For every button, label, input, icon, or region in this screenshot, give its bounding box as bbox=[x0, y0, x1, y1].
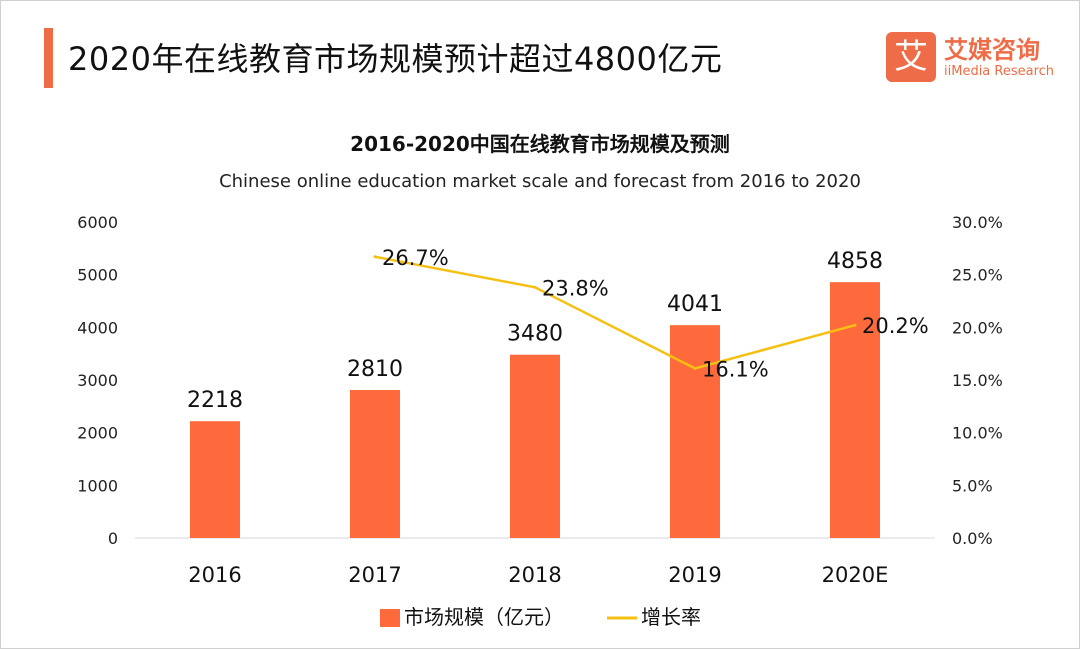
bar-data-label: 4858 bbox=[827, 249, 883, 274]
brand-name-en: iiMedia Research bbox=[944, 64, 1055, 79]
chart-subtitle: Chinese online education market scale an… bbox=[219, 171, 861, 192]
left-axis-tick-label: 2000 bbox=[77, 424, 118, 443]
x-axis-category-label: 2017 bbox=[348, 563, 401, 587]
bar-data-label: 2218 bbox=[187, 388, 243, 413]
brand-name-cn: 艾媒咨询 bbox=[944, 36, 1040, 64]
left-axis-tick-label: 3000 bbox=[77, 371, 118, 390]
x-axis-category-label: 2016 bbox=[188, 563, 241, 587]
line-data-label: 16.1% bbox=[702, 357, 769, 381]
title-accent-bar bbox=[44, 28, 53, 88]
right-axis-tick-label: 15.0% bbox=[952, 371, 1003, 390]
brand-logo-block: 艾 艾媒咨询 iiMedia Research bbox=[886, 30, 1066, 84]
bar-market-scale bbox=[350, 390, 400, 538]
legend-line-label: 增长率 bbox=[641, 605, 701, 629]
growth-rate-point bbox=[373, 255, 377, 259]
right-axis-tick-label: 10.0% bbox=[952, 424, 1003, 443]
growth-rate-point bbox=[533, 285, 537, 289]
left-axis-tick-label: 1000 bbox=[77, 476, 118, 495]
left-axis-tick-label: 5000 bbox=[77, 266, 118, 285]
bar-data-label: 2810 bbox=[347, 357, 403, 382]
right-axis-tick-label: 0.0% bbox=[952, 529, 993, 548]
legend-bar-label: 市场规模（亿元） bbox=[404, 605, 564, 629]
right-axis-tick-label: 5.0% bbox=[952, 476, 993, 495]
bar-market-scale bbox=[190, 421, 240, 538]
left-axis-tick-label: 4000 bbox=[77, 318, 118, 337]
x-axis-category-label: 2018 bbox=[508, 563, 561, 587]
page-title: 2020年在线教育市场规模预计超过4800亿元 bbox=[68, 40, 723, 78]
left-axis-tick-label: 0 bbox=[108, 529, 118, 548]
right-axis-tick-label: 20.0% bbox=[952, 318, 1003, 337]
right-axis-tick-label: 30.0% bbox=[952, 213, 1003, 232]
line-data-label: 23.8% bbox=[542, 276, 609, 300]
x-axis-category-label: 2019 bbox=[668, 563, 721, 587]
bar-data-label: 4041 bbox=[667, 292, 723, 317]
iimedia-logo-icon: 艾 bbox=[886, 32, 936, 82]
chart-title: 2016-2020中国在线教育市场规模及预测 bbox=[350, 132, 730, 156]
growth-rate-line bbox=[374, 255, 856, 370]
x-axis-category-label: 2020E bbox=[822, 563, 889, 587]
legend-bar-swatch bbox=[380, 609, 400, 627]
bar-market-scale bbox=[510, 354, 560, 538]
growth-rate-point bbox=[853, 323, 857, 327]
left-axis-tick-label: 6000 bbox=[77, 213, 118, 232]
line-data-label: 26.7% bbox=[382, 246, 449, 270]
growth-rate-point bbox=[693, 366, 697, 370]
line-data-label: 20.2% bbox=[862, 314, 929, 338]
bar-data-label: 3480 bbox=[507, 322, 563, 347]
right-axis-tick-label: 25.0% bbox=[952, 266, 1003, 285]
